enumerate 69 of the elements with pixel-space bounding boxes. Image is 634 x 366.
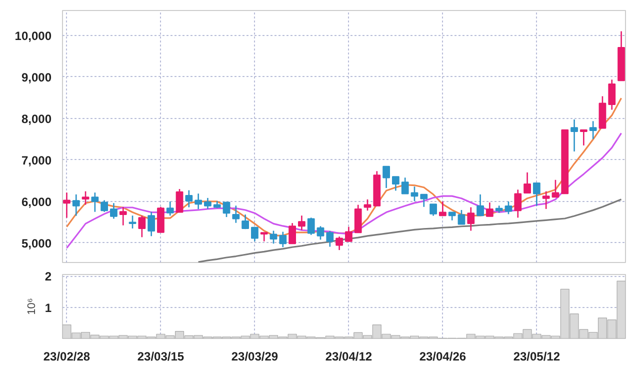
candlestick: [420, 194, 428, 208]
x-tick-label: 23/04/26: [419, 350, 466, 364]
candlestick: [288, 222, 296, 244]
candlestick: [392, 176, 400, 192]
candlestick: [401, 176, 409, 194]
candlestick: [100, 200, 108, 212]
candlestick: [467, 206, 475, 232]
candlestick: [222, 202, 230, 218]
candlestick: [307, 217, 315, 236]
candlestick: [72, 194, 80, 216]
candlestick: [458, 209, 466, 225]
candlestick: [608, 78, 616, 110]
candlestick: [242, 214, 250, 230]
candlestick: [524, 172, 531, 194]
candlestick: [476, 194, 484, 216]
candlestick: [260, 232, 268, 242]
line-series: [66, 132, 622, 249]
candlestick: [298, 214, 306, 231]
candlestick: [410, 186, 418, 202]
candlestick: [176, 188, 184, 213]
candlestick: [354, 204, 362, 234]
candlestick: [532, 182, 540, 206]
candlestick: [270, 230, 278, 244]
candlestick: [326, 230, 334, 248]
x-tick-label: 23/04/12: [325, 350, 372, 364]
candlestick: [279, 231, 287, 248]
candlestick: [204, 197, 212, 210]
y-tick-label: 2: [44, 270, 52, 284]
candlestick: [504, 200, 512, 215]
candlestick: [63, 192, 70, 218]
candlestick: [570, 118, 578, 152]
y-tick-label: 8,000: [21, 112, 52, 126]
y-tick-label: 7,000: [21, 153, 52, 168]
candlestick: [580, 129, 588, 146]
candlestick: [194, 192, 202, 210]
candlestick: [316, 226, 324, 240]
candlestick: [589, 120, 597, 140]
candlestick: [430, 204, 437, 216]
candlestick: [514, 188, 522, 218]
candlestick: [486, 202, 494, 218]
y-tick-label: 5,000: [21, 236, 52, 250]
x-tick-label: 23/03/15: [137, 350, 184, 364]
candlestick: [91, 192, 99, 212]
candlestick: [382, 166, 390, 189]
candlestick: [82, 190, 90, 206]
candlestick: [438, 200, 446, 216]
y-tick-label: 6,000: [21, 194, 52, 209]
y-tick-label: 9,000: [21, 70, 52, 84]
x-tick-label: 23/02/28: [43, 350, 90, 364]
candlestick: [128, 214, 136, 230]
candlestick: [119, 206, 127, 226]
y-tick-label: 10,000: [14, 28, 52, 43]
candlestick: [110, 202, 118, 220]
candlestick: [364, 198, 372, 212]
candlestick: [251, 226, 258, 242]
candlestick: [542, 190, 550, 210]
x-tick-label: 23/03/29: [231, 350, 278, 364]
candlestick: [138, 214, 146, 238]
line-series: [198, 198, 622, 262]
candlestick: [232, 204, 240, 224]
candlestick: [345, 226, 352, 242]
y-tick-label: 1: [44, 300, 52, 315]
candlestick: [166, 200, 174, 216]
y-axis-title: 10⁶: [26, 298, 38, 315]
candlestick: [148, 211, 156, 237]
x-tick-label: 23/05/12: [513, 350, 560, 364]
candlestick: [552, 179, 560, 198]
candlestick: [336, 236, 343, 251]
candlestick: [185, 190, 193, 208]
